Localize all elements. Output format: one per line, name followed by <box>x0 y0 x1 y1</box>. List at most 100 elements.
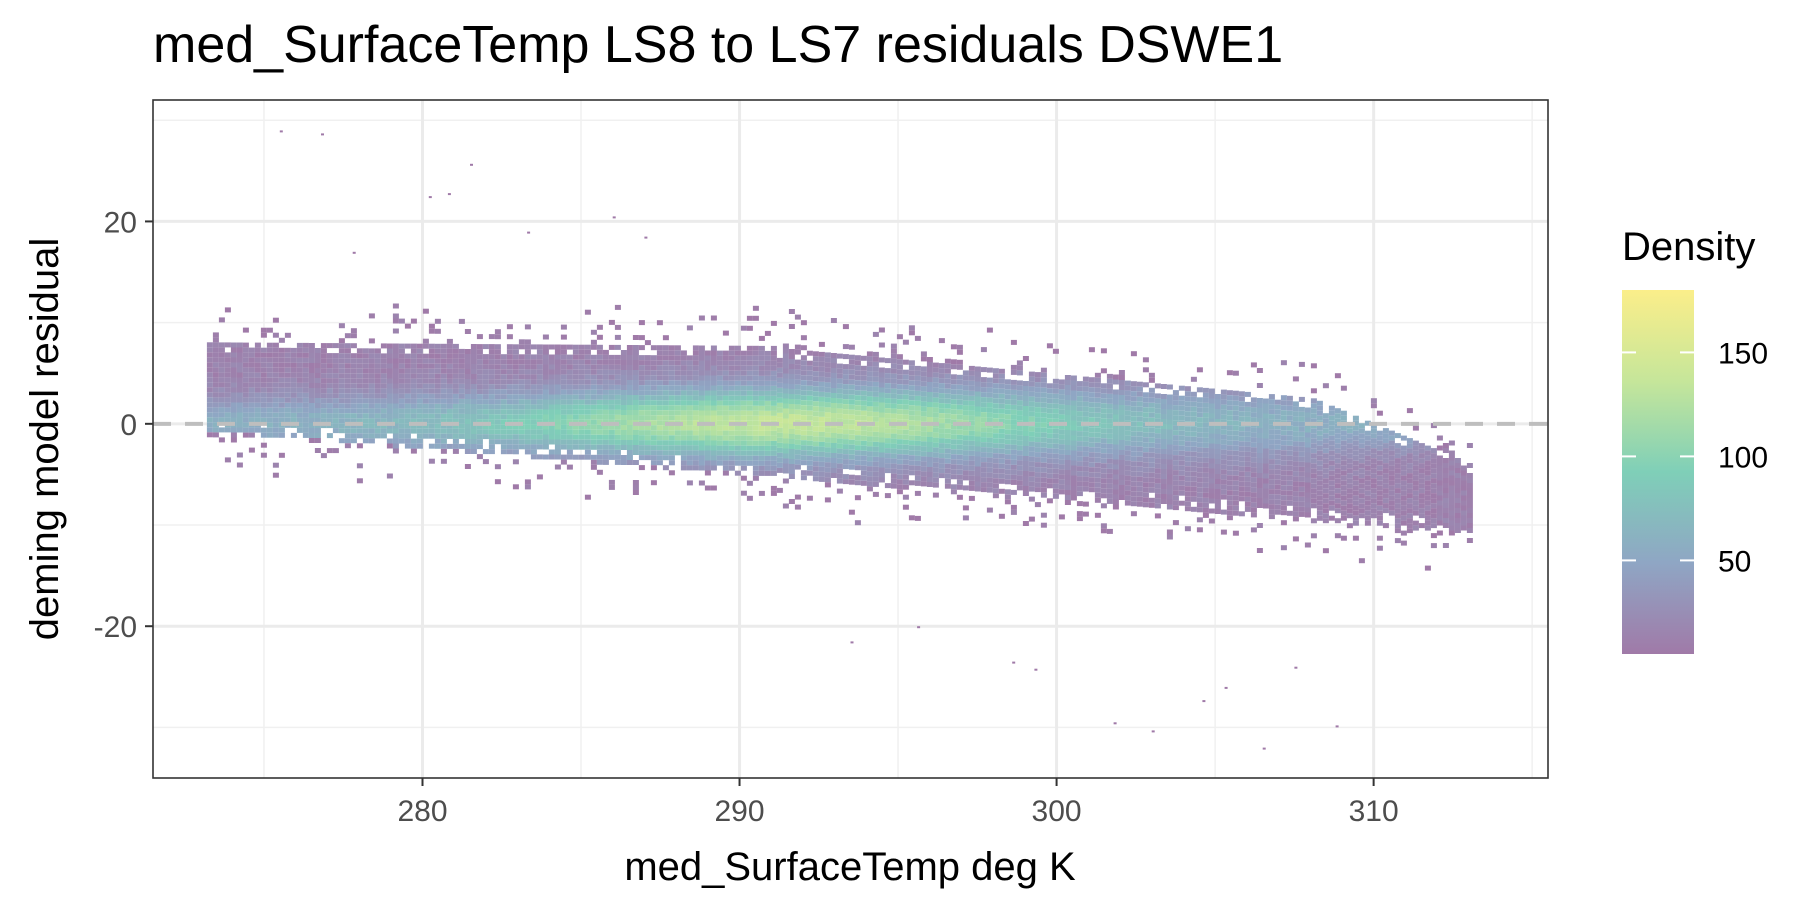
density-cell <box>1196 427 1203 433</box>
density-cell <box>1448 460 1455 466</box>
density-cell <box>872 386 879 392</box>
density-cell <box>1280 480 1287 486</box>
density-cell <box>680 380 687 386</box>
density-cell <box>1400 515 1407 521</box>
density-cell <box>1142 437 1149 443</box>
density-cell <box>656 365 663 371</box>
density-cell <box>1100 393 1107 399</box>
density-cell <box>974 391 981 397</box>
density-cell <box>344 398 351 404</box>
density-cell <box>758 455 765 461</box>
density-cell <box>860 390 867 396</box>
density-cell <box>752 360 759 366</box>
density-cell <box>1028 446 1035 452</box>
density-cell <box>1280 430 1287 436</box>
density-cell <box>830 378 837 383</box>
density-cell <box>890 463 897 469</box>
density-cell <box>1388 470 1395 476</box>
density-cell <box>476 429 483 435</box>
density-cell <box>1310 443 1317 449</box>
density-cell <box>1040 402 1047 408</box>
density-cell <box>1064 410 1071 415</box>
density-cell <box>1418 458 1425 464</box>
density-cell <box>590 414 597 420</box>
density-cell <box>1160 404 1167 409</box>
density-cell <box>1136 436 1143 442</box>
density-cell <box>740 410 747 416</box>
density-cell <box>866 351 873 357</box>
density-cell <box>908 445 915 451</box>
density-cell <box>452 438 459 444</box>
density-cell <box>1394 508 1401 514</box>
density-cell <box>494 439 501 445</box>
density-cell <box>632 370 639 375</box>
density-cell <box>470 414 477 419</box>
density-cell <box>854 395 861 401</box>
density-cell <box>1220 449 1227 455</box>
density-cell <box>344 388 351 394</box>
density-cell <box>1448 450 1455 456</box>
density-cell <box>320 343 327 349</box>
density-cell <box>530 369 537 375</box>
density-outlier <box>1012 661 1016 664</box>
density-cell <box>866 486 873 492</box>
density-cell <box>752 475 759 481</box>
density-cell <box>578 354 585 360</box>
density-cell <box>752 315 759 321</box>
density-cell <box>1208 493 1215 499</box>
density-cell <box>356 413 363 419</box>
density-cell <box>1286 425 1293 431</box>
density-cell <box>554 444 561 450</box>
density-cell <box>218 342 225 348</box>
density-cell <box>710 435 717 441</box>
density-cell <box>410 428 417 434</box>
density-cell <box>314 373 321 378</box>
density-cell <box>962 390 969 396</box>
density-cell <box>308 353 315 358</box>
density-cell <box>704 450 711 456</box>
density-cell <box>1190 456 1197 462</box>
density-cell <box>458 373 465 379</box>
density-cell <box>242 417 249 423</box>
density-cell <box>854 360 861 366</box>
density-cell <box>722 360 729 366</box>
density-cell <box>1448 475 1455 481</box>
density-cell <box>866 431 873 437</box>
density-cell <box>230 392 237 398</box>
density-cell <box>1280 455 1287 461</box>
density-cell <box>956 474 963 480</box>
density-cell <box>1304 482 1311 488</box>
density-cell <box>950 474 957 480</box>
density-cell <box>1310 448 1317 454</box>
density-cell <box>296 382 303 388</box>
density-cell <box>1322 468 1329 474</box>
density-cell <box>590 379 597 385</box>
density-cell <box>638 425 645 431</box>
density-cell <box>416 443 423 449</box>
density-cell <box>632 390 639 395</box>
density-cell <box>266 372 273 378</box>
density-cell <box>1064 430 1071 435</box>
density-cell <box>590 404 597 410</box>
density-cell <box>1460 490 1467 496</box>
density-cell <box>1436 515 1443 521</box>
density-cell <box>218 317 225 323</box>
density-cell <box>992 393 999 399</box>
density-cell <box>1400 480 1407 486</box>
density-cell <box>1334 443 1341 449</box>
density-cell <box>794 389 801 395</box>
density-cell <box>1142 487 1149 493</box>
density-cell <box>470 364 477 369</box>
density-cell <box>638 370 645 376</box>
density-cell <box>800 335 807 341</box>
density-cell <box>236 452 243 458</box>
density-cell <box>1160 469 1167 474</box>
density-cell <box>1424 475 1431 481</box>
density-cell <box>926 367 933 372</box>
density-cell <box>1328 505 1335 511</box>
density-cell <box>932 442 939 448</box>
density-cell <box>362 403 369 409</box>
density-cell <box>1190 401 1197 407</box>
density-cell <box>1316 430 1323 436</box>
density-cell <box>932 492 939 498</box>
